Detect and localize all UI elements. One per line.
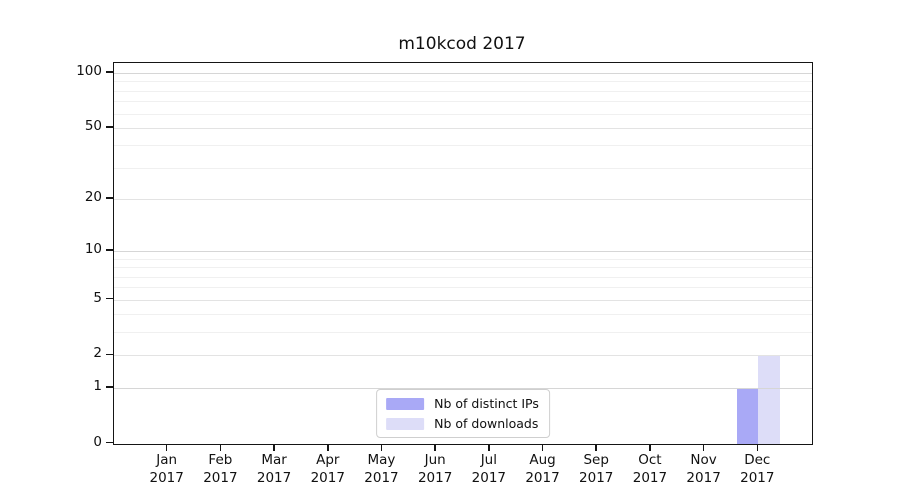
x-tick-mark (434, 443, 436, 451)
x-tick-mark (595, 443, 597, 451)
legend-label-downloads: Nb of downloads (434, 416, 539, 431)
gridline-minor (114, 145, 812, 147)
gridline-minor (114, 113, 812, 115)
x-tick-label: Aug 2017 (525, 452, 560, 486)
x-tick-label: Feb 2017 (203, 452, 238, 486)
y-tick-mark (106, 386, 113, 388)
y-tick-label: 1 (93, 377, 102, 394)
gridline-major (114, 127, 812, 129)
gridline-major (114, 355, 812, 357)
x-tick-mark (219, 443, 222, 451)
gridline-major (114, 299, 812, 301)
y-tick-label: 2 (93, 345, 102, 362)
x-tick-label: Nov 2017 (686, 452, 721, 486)
legend: Nb of distinct IPs Nb of downloads (376, 389, 550, 438)
y-tick-label: 20 (84, 189, 102, 206)
legend-row-distinct-ips: Nb of distinct IPs (386, 396, 539, 411)
x-tick-label: Mar 2017 (256, 452, 292, 486)
gridline-minor (114, 258, 812, 260)
x-tick-mark (327, 443, 329, 451)
gridline-major (114, 199, 812, 201)
gridline-minor (114, 314, 812, 316)
chart-title: m10kcod 2017 (398, 34, 526, 54)
gridline-major (114, 73, 812, 75)
x-tick-label: Jun 2017 (417, 452, 453, 486)
gridline-major (114, 251, 812, 253)
gridline-minor (114, 167, 812, 169)
plot-area: Nb of distinct IPs Nb of downloads (113, 62, 813, 445)
x-tick-label: Jan 2017 (149, 452, 184, 486)
y-tick-mark (106, 441, 113, 444)
x-tick-label: Dec 2017 (740, 452, 775, 486)
y-tick-label: 10 (84, 241, 102, 258)
y-tick-mark (106, 297, 113, 300)
legend-swatch-distinct-ips (386, 397, 425, 410)
x-tick-mark (273, 443, 275, 451)
x-tick-mark (702, 443, 705, 451)
gridline-minor (114, 267, 812, 269)
x-tick-label: Apr 2017 (310, 452, 345, 486)
x-tick-mark (756, 443, 759, 451)
x-tick-label: Jul 2017 (471, 452, 507, 486)
y-tick-label: 100 (76, 63, 102, 80)
legend-label-distinct-ips: Nb of distinct IPs (434, 396, 539, 411)
gridline-minor (114, 101, 812, 103)
y-tick-label: 50 (84, 117, 102, 134)
y-tick-label: 5 (93, 289, 102, 306)
x-tick-label: Oct 2017 (632, 452, 668, 486)
gridline-minor (114, 276, 812, 278)
x-tick-mark (488, 443, 490, 451)
gridline-minor (114, 81, 812, 83)
y-tick-mark (106, 71, 113, 73)
y-tick-mark (106, 249, 113, 251)
x-tick-mark (165, 443, 168, 451)
bar-downloads (758, 355, 780, 444)
x-tick-label: May 2017 (364, 452, 399, 486)
gridline-minor (114, 332, 812, 334)
x-tick-mark (649, 443, 651, 451)
legend-row-downloads: Nb of downloads (386, 416, 539, 431)
gridline-minor (114, 90, 812, 92)
y-tick-label: 0 (93, 433, 102, 450)
x-tick-label: Sep 2017 (579, 452, 614, 486)
y-tick-mark (106, 126, 113, 128)
legend-swatch-downloads (386, 417, 425, 430)
y-tick-mark (106, 353, 113, 356)
x-tick-mark (541, 443, 544, 451)
bar-distinct-ips (736, 387, 759, 444)
y-tick-mark (106, 197, 113, 199)
x-tick-mark (380, 443, 383, 451)
gridline-minor (114, 287, 812, 289)
